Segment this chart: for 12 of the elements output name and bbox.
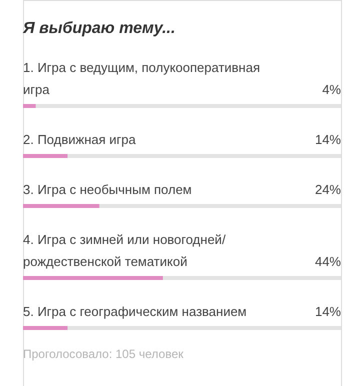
y-tick-label: 1. Игра с ведущим, полукооперативная игра [23, 60, 260, 97]
data-label: 14% [314, 304, 342, 319]
text: Я выбираю тему... [22, 20, 176, 37]
data-label: 44% [314, 254, 342, 269]
annotation: Проголосовало: 105 человек [23, 347, 184, 361]
y-tick-label: 2. Подвижная игра [23, 132, 136, 147]
y-tick-label: 5. Игра с географическим названием [23, 304, 247, 319]
y-tick-label: 4. Игра с зимней или новогодней/рождественской тематикой [23, 232, 226, 269]
y-tick-label: 3. Игра с необычным полем [23, 182, 192, 197]
data-label: 4% [322, 82, 342, 97]
data-label: 14% [314, 132, 342, 147]
data-label: 24% [314, 182, 342, 197]
